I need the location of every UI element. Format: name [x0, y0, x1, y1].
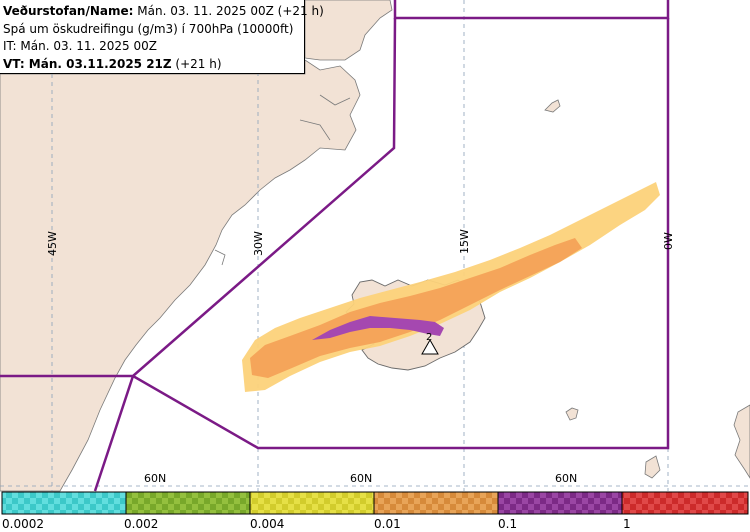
legend-colorbar	[1, 491, 749, 515]
island-faroe	[565, 407, 579, 421]
lon-label-15w: 15W	[458, 229, 471, 254]
forecast-info-box: Veðurstofan/Name: Mán. 03. 11. 2025 00Z …	[0, 0, 324, 74]
info-line-issue-time: IT: Mán. 03. 11. 2025 00Z	[3, 39, 157, 53]
greenland-landmass	[0, 59, 361, 492]
legend-swatch-4	[373, 491, 499, 515]
issuer-time: Mán. 03. 11. 2025 00Z (+21 h)	[133, 4, 324, 18]
island-jan-mayen	[544, 99, 561, 113]
legend-label-2: 0.002	[124, 517, 158, 531]
volcano-marker-label: 2	[426, 332, 432, 343]
lat-label-2: 60N	[350, 472, 372, 485]
legend-label-1: 0.0002	[2, 517, 44, 531]
scandinavia-coast	[733, 404, 750, 479]
valid-time-label: VT: Mán. 03.11.2025 21Z	[3, 56, 172, 71]
lat-label-1: 60N	[144, 472, 166, 485]
legend-swatch-2	[125, 491, 251, 515]
legend-swatch-5	[497, 491, 623, 515]
valid-time-offset: (+21 h)	[171, 56, 222, 71]
issuer-label: Veðurstofan/Name:	[3, 4, 134, 18]
legend-label-6: 1	[623, 517, 631, 531]
info-line-valid-time: VT: Mán. 03.11.2025 21Z (+21 h)	[3, 56, 304, 74]
legend-swatch-1	[1, 491, 127, 515]
legend-swatch-6	[621, 491, 749, 515]
legend-label-5: 0.1	[498, 517, 517, 531]
lon-label-30w: 30W	[252, 231, 265, 256]
lon-label-0w: 0W	[662, 232, 675, 250]
fir-boundary	[0, 0, 670, 492]
volcano-marker	[421, 338, 439, 355]
legend-label-4: 0.01	[374, 517, 401, 531]
ash-plume-mid	[250, 238, 582, 378]
info-line-description: Spá um öskudreifingu (g/m3) í 700hPa (10…	[3, 21, 294, 36]
legend-swatch-3	[249, 491, 375, 515]
info-line-issuer: Veðurstofan/Name: Mán. 03. 11. 2025 00Z …	[3, 3, 324, 21]
lat-label-3: 60N	[555, 472, 577, 485]
ash-plume-high	[312, 316, 444, 340]
legend-label-3: 0.004	[250, 517, 284, 531]
lon-label-45w: 45W	[46, 231, 59, 256]
